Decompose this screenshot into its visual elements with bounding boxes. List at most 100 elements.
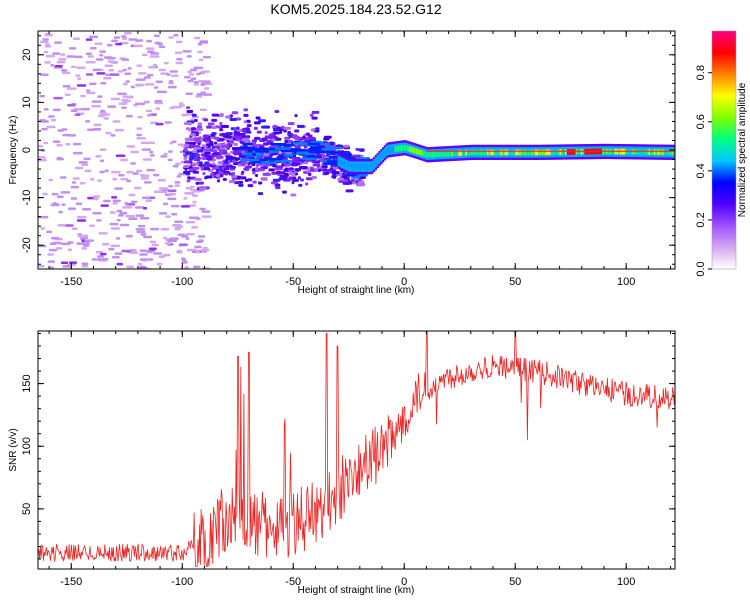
snr-y-tick-label: 150 [21, 374, 33, 392]
spectrogram-noise-cell [195, 95, 203, 98]
spectrogram-noise-cell [77, 235, 86, 238]
spectrogram-cloud-cell [321, 165, 328, 169]
spectrogram-noise-cell [200, 248, 210, 252]
spectrogram-cloud-cell [231, 177, 236, 181]
spectrogram-cloud-cell [192, 166, 200, 170]
spectrogram-noise-cell [181, 258, 187, 262]
spectrogram-cloud-cell [248, 161, 254, 165]
spectrogram-noise-cell [100, 82, 107, 85]
snr-y-tick-label: 50 [21, 503, 33, 515]
snr-x-tick-label: -50 [285, 576, 301, 588]
spectrogram-noise-cell [103, 56, 113, 59]
spectrogram-cloud-cell [254, 136, 261, 140]
spectrogram-noise-cell [120, 177, 129, 181]
spectrogram-cloud-cell [236, 128, 242, 132]
spectrogram-cloud-cell [225, 155, 233, 159]
spectrogram-cloud-cell [206, 157, 213, 161]
spectrogram-noise-cell [111, 255, 120, 259]
snr-series-line [37, 330, 676, 567]
spectrogram-cloud-cell [216, 179, 221, 183]
spectrogram-noise-cell [107, 60, 115, 63]
spectrogram-noise-cell [50, 118, 57, 122]
spectrogram-noise-cell [168, 192, 175, 196]
colorbar-tick-label: 0.4 [695, 163, 707, 178]
spectrogram-noise-cell [121, 58, 130, 61]
spectrogram-noise-cell [163, 152, 168, 156]
spectrogram-noise-cell [96, 219, 102, 222]
spectrogram-noise-cell [114, 187, 123, 190]
spectrogram-noise-cell [84, 169, 92, 173]
spectrogram-noise-cell [171, 74, 179, 78]
spectrogram-cloud-cell [298, 183, 303, 187]
spectrogram-noise-cell [100, 109, 106, 113]
spectrogram-noise-cell [48, 115, 55, 118]
spectrogram-noise-cell [114, 252, 123, 255]
spectrogram-cloud-cell [275, 165, 284, 169]
ridge-core-cell [337, 158, 340, 164]
spectrogram-noise-cell [95, 155, 102, 158]
ridge-core-cell [481, 149, 484, 156]
spectrogram-noise-cell [124, 202, 129, 205]
ridge-core-cell [387, 147, 390, 153]
ridge-core-cell [421, 150, 424, 156]
spectrogram-noise-cell [145, 47, 155, 50]
spectrogram-noise-cell [130, 200, 138, 204]
spectrogram-noise-cell [164, 242, 172, 245]
ridge-core-cell [540, 149, 543, 156]
spectrogram-noise-cell [190, 188, 198, 192]
spectrogram-cloud-cell [197, 122, 203, 126]
spectrogram-noise-cell [94, 42, 103, 45]
spectrogram-cloud-cell [309, 166, 314, 170]
spectrogram-cloud-cell [300, 166, 308, 170]
spectrogram-noise-cell [64, 224, 74, 227]
spectrogram-cloud-cell [228, 138, 233, 142]
ridge-core-cell [412, 147, 415, 154]
spectrogram-cell-group [38, 31, 675, 269]
spectrogram-noise-cell [174, 162, 181, 166]
spectrogram-noise-cell [143, 235, 153, 239]
spectrogram-noise-cell [167, 197, 177, 201]
spectrogram-cloud-cell [237, 163, 241, 167]
spectrogram-noise-cell [135, 169, 143, 173]
ridge-core-cell [552, 149, 555, 156]
ridge-core-cell [461, 150, 465, 156]
spectrogram-noise-cell [185, 220, 196, 224]
spectrogram-noise-cell [121, 106, 127, 110]
spectrogram-noise-cell [140, 233, 147, 236]
colorbar-gradient [712, 31, 736, 269]
spectrogram-cloud-cell [221, 132, 225, 136]
spectrogram-noise-cell [91, 104, 101, 108]
spectrogram-cloud-cell [210, 149, 217, 153]
spectrogram-noise-cell [104, 169, 109, 172]
spectrogram-cloud-cell [246, 124, 252, 128]
spectrogram-cloud-cell [231, 159, 236, 163]
ridge-core-cell [673, 149, 675, 156]
spectrogram-streak-cell [310, 140, 322, 144]
spectrogram-noise-cell [61, 71, 71, 75]
spectrogram-cloud-cell [315, 127, 320, 131]
snr-x-tick-label: 0 [401, 576, 407, 588]
spectrogram-cloud-cell [224, 167, 230, 171]
spectrogram-noise-cell [128, 217, 138, 220]
ridge-core-cell [440, 151, 443, 157]
spectrogram-noise-cell [43, 50, 49, 54]
spectrogram-cloud-cell [236, 126, 240, 130]
spectrogram-noise-cell [64, 93, 71, 97]
spectrogram-cloud-cell [214, 152, 220, 156]
ridge-core-cell [662, 149, 665, 156]
spectrogram-cloud-cell [355, 154, 361, 158]
spectrogram-noise-cell [173, 34, 179, 37]
spectrogram-cloud-cell [308, 172, 312, 176]
spectrogram-noise-cell [128, 193, 136, 197]
spectrogram-noise-cell [128, 38, 138, 41]
spectrogram-noise-cell [165, 238, 174, 242]
spectrogram-noise-cell [53, 96, 63, 100]
spectrogram-noise-cell [110, 227, 121, 230]
ridge-core-cell [476, 149, 479, 156]
spectrogram-noise-cell [60, 261, 69, 264]
spectrogram-noise-cell [107, 105, 117, 108]
snr-panel: -150 -100 -50 0 50 100 50 100 150 Height of str… [8, 330, 676, 596]
snr-x-axis-label: Height of straight line (km) [298, 585, 415, 596]
ridge-core-cell [344, 161, 347, 168]
spectrogram-cloud-cell [225, 115, 231, 119]
